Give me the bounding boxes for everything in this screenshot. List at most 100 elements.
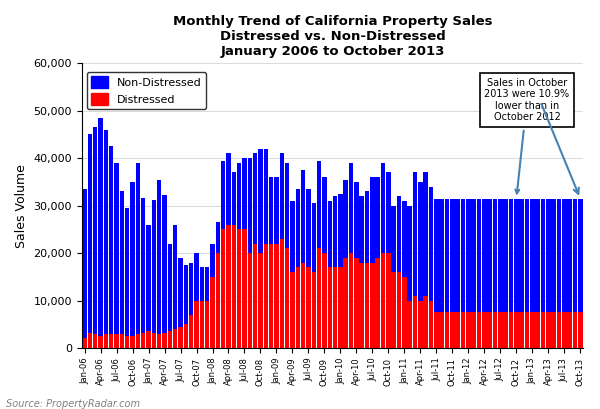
- Bar: [349, 253, 353, 348]
- Bar: [301, 263, 305, 348]
- Bar: [232, 225, 236, 348]
- Bar: [146, 225, 151, 331]
- Bar: [221, 161, 226, 229]
- Bar: [482, 198, 487, 312]
- Bar: [328, 201, 332, 267]
- Bar: [104, 130, 108, 334]
- Bar: [232, 173, 236, 225]
- Bar: [285, 248, 289, 348]
- Bar: [568, 198, 572, 312]
- Bar: [269, 177, 274, 244]
- Bar: [88, 134, 92, 333]
- Bar: [248, 158, 252, 253]
- Bar: [381, 253, 385, 348]
- Bar: [445, 198, 449, 312]
- Bar: [157, 334, 161, 348]
- Bar: [413, 296, 418, 348]
- Bar: [280, 239, 284, 348]
- Bar: [338, 267, 343, 348]
- Bar: [296, 189, 300, 267]
- Bar: [455, 312, 460, 348]
- Bar: [194, 253, 199, 301]
- Bar: [178, 327, 183, 348]
- Bar: [317, 248, 322, 348]
- Legend: Non-Distressed, Distressed: Non-Distressed, Distressed: [87, 72, 206, 109]
- Bar: [82, 189, 87, 339]
- Bar: [306, 189, 311, 267]
- Bar: [184, 324, 188, 348]
- Bar: [472, 312, 476, 348]
- Bar: [514, 312, 518, 348]
- Bar: [535, 312, 540, 348]
- Bar: [237, 163, 241, 229]
- Bar: [343, 258, 348, 348]
- Bar: [498, 312, 503, 348]
- Bar: [104, 334, 108, 348]
- Bar: [162, 195, 167, 333]
- Bar: [146, 331, 151, 348]
- Bar: [189, 315, 193, 348]
- Bar: [535, 198, 540, 312]
- Bar: [167, 244, 172, 331]
- Bar: [487, 198, 492, 312]
- Bar: [242, 229, 247, 348]
- Bar: [386, 253, 391, 348]
- Bar: [439, 198, 444, 312]
- Bar: [562, 312, 566, 348]
- Bar: [509, 198, 513, 312]
- Bar: [562, 198, 566, 312]
- Bar: [520, 198, 524, 312]
- Bar: [263, 244, 268, 348]
- Bar: [541, 312, 545, 348]
- Bar: [424, 296, 428, 348]
- Bar: [258, 149, 263, 253]
- Bar: [418, 182, 422, 301]
- Bar: [391, 206, 396, 272]
- Bar: [167, 331, 172, 348]
- Bar: [359, 196, 364, 263]
- Bar: [354, 182, 359, 258]
- Bar: [274, 177, 279, 244]
- Bar: [578, 198, 583, 312]
- Bar: [290, 201, 295, 272]
- Bar: [237, 229, 241, 348]
- Title: Monthly Trend of California Property Sales
Distressed vs. Non-Distressed
January: Monthly Trend of California Property Sal…: [173, 15, 492, 58]
- Bar: [439, 312, 444, 348]
- Bar: [530, 198, 535, 312]
- Bar: [226, 225, 231, 348]
- Text: Sales in October
2013 were 10.9%
lower than in
October 2012: Sales in October 2013 were 10.9% lower t…: [484, 78, 569, 193]
- Bar: [343, 180, 348, 258]
- Bar: [114, 163, 119, 334]
- Bar: [178, 258, 183, 327]
- Bar: [370, 177, 374, 263]
- Bar: [338, 194, 343, 267]
- Bar: [525, 198, 529, 312]
- Bar: [317, 161, 322, 248]
- Bar: [248, 253, 252, 348]
- Bar: [381, 163, 385, 253]
- Bar: [194, 301, 199, 348]
- Bar: [402, 201, 407, 277]
- Bar: [551, 198, 556, 312]
- Bar: [450, 198, 455, 312]
- Bar: [109, 146, 113, 334]
- Bar: [434, 312, 439, 348]
- Bar: [557, 312, 561, 348]
- Bar: [136, 334, 140, 348]
- Bar: [407, 206, 412, 301]
- Bar: [311, 272, 316, 348]
- Bar: [215, 253, 220, 348]
- Bar: [253, 153, 257, 244]
- Bar: [509, 312, 513, 348]
- Y-axis label: Sales Volume: Sales Volume: [15, 164, 28, 247]
- Bar: [114, 334, 119, 348]
- Bar: [200, 301, 204, 348]
- Bar: [482, 312, 487, 348]
- Bar: [503, 312, 508, 348]
- Bar: [306, 267, 311, 348]
- Bar: [376, 177, 380, 258]
- Text: Source: PropertyRadar.com: Source: PropertyRadar.com: [6, 399, 140, 409]
- Bar: [477, 198, 481, 312]
- Bar: [322, 253, 327, 348]
- Bar: [125, 208, 130, 336]
